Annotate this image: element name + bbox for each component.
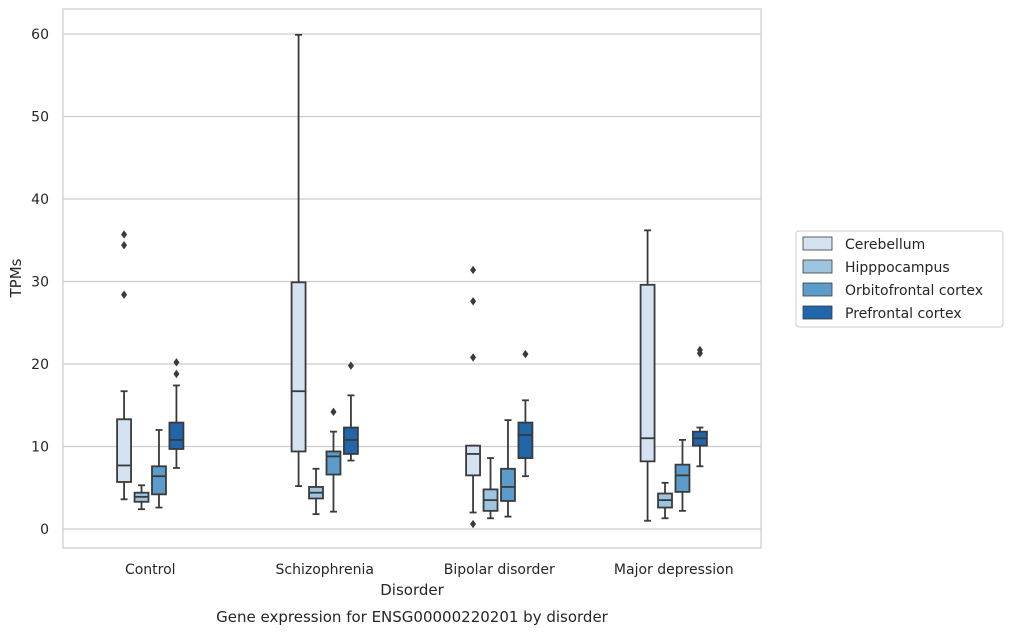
outlier-point	[121, 241, 128, 250]
box-hipppocampus	[308, 467, 324, 516]
box-prefrontal-cortex	[343, 361, 359, 462]
box-hipppocampus	[133, 484, 150, 511]
x-tick-label: Bipolar disorder	[444, 562, 555, 578]
outlier-point	[470, 519, 477, 529]
box-orbitofrontal-cortex	[151, 429, 167, 509]
legend-swatch	[802, 282, 833, 297]
box-orbitofrontal-cortex	[500, 419, 516, 518]
y-tick-label: 60	[31, 27, 49, 43]
box-iqr	[116, 418, 132, 483]
box-iqr	[639, 283, 656, 463]
box-iqr	[151, 465, 167, 496]
plot-frame	[62, 8, 762, 549]
outlier-point	[121, 290, 128, 299]
legend-swatch	[802, 305, 833, 320]
outlier-point	[173, 358, 180, 367]
box-iqr	[500, 467, 516, 502]
box-iqr	[325, 450, 342, 476]
box-prefrontal-cortex	[692, 345, 708, 468]
x-axis-label: Disorder	[380, 581, 444, 599]
chart-title: Gene expression for ENSG00000220201 by d…	[216, 608, 609, 626]
outlier-point	[470, 297, 477, 306]
legend-frame	[795, 230, 1004, 328]
legend-label: Prefrontal cortex	[845, 306, 962, 322]
outlier-point	[173, 369, 180, 379]
box-iqr	[674, 463, 691, 493]
y-tick-label: 20	[31, 357, 49, 373]
x-tick-label: Control	[125, 562, 176, 578]
y-tick-label: 50	[31, 110, 49, 126]
y-tick-label: 0	[40, 522, 49, 538]
y-tick-label: 10	[31, 440, 49, 456]
outlier-point	[121, 230, 128, 239]
legend-swatch	[802, 236, 833, 251]
x-tick-label: Schizophrenia	[276, 562, 374, 578]
box-cerebellum	[290, 33, 307, 488]
y-tick-label: 40	[31, 192, 49, 208]
legend-label: Hipppocampus	[845, 260, 950, 276]
box-iqr	[290, 281, 307, 453]
box-cerebellum	[116, 230, 132, 501]
box-iqr	[465, 444, 481, 477]
box-hipppocampus	[482, 457, 499, 520]
outlier-point	[696, 345, 703, 355]
legend-swatch	[802, 259, 833, 274]
legend: Cerebellum Hipppocampus Orbitofrontal cort…	[795, 230, 1004, 328]
outlier-point	[522, 349, 529, 359]
outlier-point	[347, 361, 354, 370]
box-iqr	[517, 421, 534, 459]
x-axis-ticks: Control Schizophrenia Bipolar disorder Majo…	[125, 562, 734, 578]
outlier-point	[330, 407, 337, 417]
x-tick-label: Major depression	[614, 562, 734, 578]
y-axis-ticks: 0 10 20 30 40 50 60	[31, 27, 49, 538]
box-iqr	[168, 421, 185, 450]
legend-label: Orbitofrontal cortex	[845, 283, 983, 299]
box-prefrontal-cortex	[517, 349, 534, 478]
box-orbitofrontal-cortex	[674, 438, 691, 512]
gridlines	[63, 33, 761, 530]
outlier-point	[470, 265, 477, 275]
y-axis-label: TPMs	[7, 258, 25, 298]
outlier-point	[470, 353, 477, 362]
box-cerebellum	[639, 229, 656, 522]
legend-label: Cerebellum	[845, 237, 925, 253]
box-hipppocampus	[657, 481, 673, 520]
box-plot-series	[116, 33, 708, 529]
box-prefrontal-cortex	[168, 358, 185, 469]
box-cerebellum	[465, 265, 481, 529]
box-orbitofrontal-cortex	[325, 407, 342, 513]
y-tick-label: 30	[31, 275, 49, 291]
